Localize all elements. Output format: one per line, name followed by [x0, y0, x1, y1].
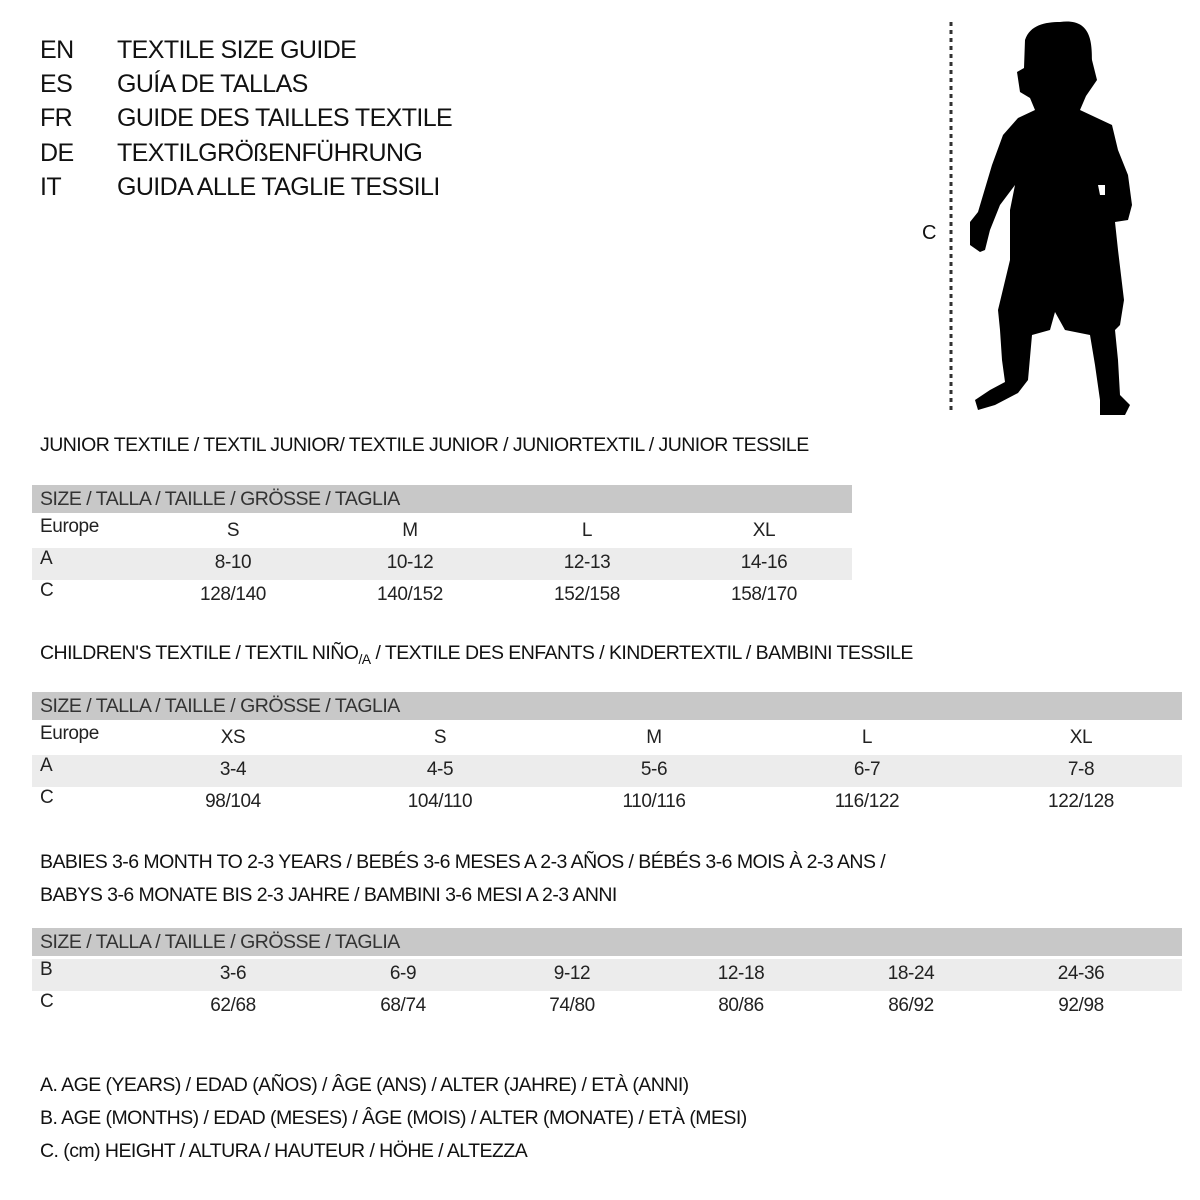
height-label: C [922, 222, 936, 244]
table-cell: 10-12 [386, 552, 434, 573]
table-cell: 24-36 [1057, 963, 1105, 984]
table-row: Europe XS S M L XL [32, 723, 1182, 755]
table-cell: XL [1069, 727, 1093, 748]
row-label: B [40, 959, 53, 980]
table-row: B 3-6 6-9 9-12 12-18 18-24 24-36 [32, 959, 1182, 991]
lang-code: EN [40, 36, 74, 64]
children-section-title: CHILDREN'S TEXTILE / TEXTIL NIÑO/A / TEX… [40, 642, 913, 667]
table-row: C 98/104 104/110 110/116 116/122 122/128 [32, 787, 1182, 819]
babies-section-title-line1: BABIES 3-6 MONTH TO 2-3 YEARS / BEBÉS 3-… [40, 851, 886, 873]
table-row: A 8-10 10-12 12-13 14-16 [32, 548, 852, 580]
babies-section-title-line2: BABYS 3-6 MONATE BIS 2-3 JAHRE / BAMBINI… [40, 884, 617, 906]
table-cell: 6-7 [853, 759, 881, 780]
table-cell: 6-9 [389, 963, 417, 984]
table-cell: 128/140 [200, 584, 266, 605]
table-row: A 3-4 4-5 5-6 6-7 7-8 [32, 755, 1182, 787]
row-label: A [40, 755, 53, 776]
row-label: A [40, 548, 53, 569]
table-row: C 62/68 68/74 74/80 80/86 86/92 92/98 [32, 991, 1182, 1023]
title-main: CHILDREN'S TEXTILE / TEXTIL NIÑO [40, 642, 359, 664]
table-cell: 140/152 [377, 584, 443, 605]
size-header: SIZE / TALLA / TAILLE / GRÖSSE / TAGLIA [32, 485, 852, 513]
table-cell: L [861, 727, 873, 748]
lang-title: TEXTILE SIZE GUIDE [117, 36, 357, 64]
row-label: Europe [40, 723, 99, 744]
table-cell: 62/68 [210, 995, 256, 1016]
lang-title: GUÍA DE TALLAS [117, 70, 308, 98]
title-rest: / TEXTILE DES ENFANTS / KINDERTEXTIL / B… [370, 642, 913, 664]
lang-code: ES [40, 70, 73, 98]
table-cell: 80/86 [718, 995, 764, 1016]
table-cell: L [581, 520, 593, 541]
lang-title: GUIDE DES TAILLES TEXTILE [117, 104, 453, 132]
height-figure: C [900, 0, 1200, 430]
table-cell: 12-13 [563, 552, 611, 573]
row-label: Europe [40, 516, 99, 537]
table-cell: 3-4 [219, 759, 247, 780]
legend-a: A. AGE (YEARS) / EDAD (AÑOS) / ÂGE (ANS)… [40, 1074, 689, 1096]
table-cell: 4-5 [426, 759, 454, 780]
table-cell: 14-16 [740, 552, 788, 573]
table-cell: 152/158 [554, 584, 620, 605]
table-row: Europe S M L XL [32, 516, 852, 548]
table-cell: 122/128 [1048, 791, 1114, 812]
table-cell: 74/80 [549, 995, 595, 1016]
row-label: C [40, 787, 54, 808]
table-cell: 5-6 [640, 759, 668, 780]
children-size-table: SIZE / TALLA / TAILLE / GRÖSSE / TAGLIA E… [32, 692, 1182, 819]
table-cell: 68/74 [380, 995, 426, 1016]
table-cell: 110/116 [622, 791, 686, 812]
lang-code: IT [40, 173, 62, 201]
junior-section-title: JUNIOR TEXTILE / TEXTIL JUNIOR/ TEXTILE … [40, 434, 809, 456]
table-cell: M [402, 520, 418, 541]
table-cell: 9-12 [553, 963, 591, 984]
size-header: SIZE / TALLA / TAILLE / GRÖSSE / TAGLIA [32, 692, 1182, 720]
table-cell: XS [220, 727, 246, 748]
lang-code: DE [40, 139, 74, 167]
table-cell: XL [752, 520, 776, 541]
table-cell: 86/92 [888, 995, 934, 1016]
table-cell: 92/98 [1058, 995, 1104, 1016]
lang-code: FR [40, 104, 73, 132]
table-cell: 18-24 [887, 963, 935, 984]
table-cell: 8-10 [214, 552, 252, 573]
title-suffix: /A [358, 651, 371, 667]
table-cell: 104/110 [407, 791, 473, 812]
table-cell: M [646, 727, 662, 748]
table-cell: 116/122 [834, 791, 900, 812]
legend-b: B. AGE (MONTHS) / EDAD (MESES) / ÂGE (MO… [40, 1107, 747, 1129]
junior-size-table: SIZE / TALLA / TAILLE / GRÖSSE / TAGLIA E… [32, 485, 852, 612]
table-cell: S [433, 727, 447, 748]
size-header: SIZE / TALLA / TAILLE / GRÖSSE / TAGLIA [32, 928, 1182, 956]
babies-size-table: SIZE / TALLA / TAILLE / GRÖSSE / TAGLIA B… [32, 928, 1182, 1023]
table-cell: 12-18 [717, 963, 765, 984]
table-cell: 3-6 [219, 963, 247, 984]
legend-c: C. (cm) HEIGHT / ALTURA / HAUTEUR / HÖHE… [40, 1140, 528, 1162]
table-row: C 128/140 140/152 152/158 158/170 [32, 580, 852, 612]
table-cell: 7-8 [1067, 759, 1095, 780]
table-cell: 158/170 [731, 584, 797, 605]
row-label: C [40, 580, 54, 601]
row-label: C [40, 991, 54, 1012]
lang-title: GUIDA ALLE TAGLIE TESSILI [117, 173, 440, 201]
table-cell: S [226, 520, 240, 541]
lang-title: TEXTILGRÖßENFÜHRUNG [117, 139, 423, 167]
child-silhouette-icon [970, 21, 1132, 416]
table-cell: 98/104 [205, 791, 261, 812]
